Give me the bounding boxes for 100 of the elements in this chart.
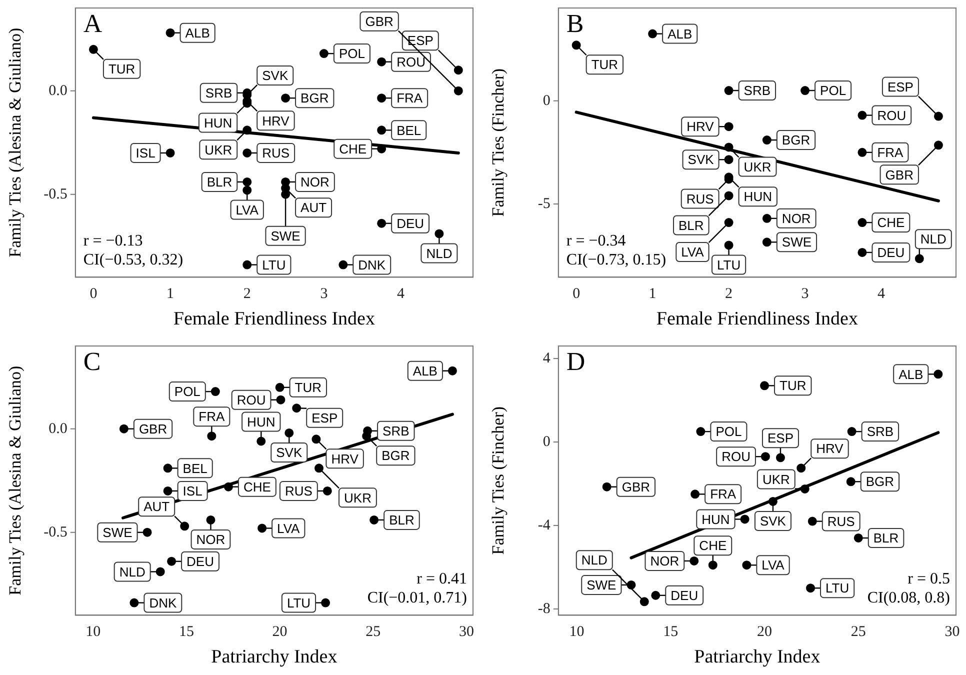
data-label: AUT [300,200,327,216]
data-label: SVK [276,445,302,460]
data-label: AUT [144,499,170,514]
data-label: BLR [206,174,232,190]
x-tick-label: 20 [272,624,288,640]
data-label: FRA [198,409,225,424]
data-label: SVK [688,152,714,168]
data-label: UKR [204,142,232,158]
data-label: ROU [396,54,426,70]
annotation: r = −0.34 [566,232,626,250]
data-label: LTU [826,580,850,596]
data-label: BGR [300,90,329,106]
data-label: BGR [382,448,410,464]
data-label: FRA [710,486,736,502]
x-tick-label: 4 [397,286,406,302]
data-label: BGR [782,132,810,148]
data-label: SWE [586,578,617,593]
data-label: NLD [581,552,608,568]
data-label: UKR [344,490,372,506]
y-tick-label: 0 [542,92,550,109]
data-label: SRB [382,423,410,438]
data-label: POL [716,424,742,440]
annotation: D [566,346,586,376]
data-label: ALB [668,26,692,42]
data-label: LVA [762,558,785,573]
data-label: ESP [767,430,794,446]
data-label: TUR [294,380,322,395]
data-label: ROU [236,392,266,408]
data-label: DEU [670,588,698,603]
x-tick-label: 2 [243,286,251,302]
annotation: A [83,8,102,38]
x-tick-label: 10 [86,624,101,640]
annotation: B [566,8,584,38]
data-label: CHE [243,479,272,494]
data-label: ALB [898,366,924,382]
x-tick-label: 1 [166,286,174,302]
x-tick-label: 15 [663,624,678,640]
y-tick-label: -8 [538,600,550,617]
data-label: RUS [827,514,856,529]
data-label: BLR [389,512,414,528]
y-tick-label: -4 [538,517,551,534]
data-label: LVA [236,202,259,218]
y-tick-label: 0.0 [48,82,68,99]
data-label: CHE [699,538,727,554]
y-tick-label: -0.5 [44,524,68,540]
x-axis-title: Patriarchy Index [694,646,821,668]
data-label: POL [338,46,365,62]
x-axis-title: Female Friendliness Index [173,308,376,330]
data-label: HRV [686,119,714,134]
x-axis-title: Female Friendliness Index [656,308,858,330]
data-label: BLR [873,530,899,546]
data-label: ALB [185,25,210,40]
data-label: SRB [866,424,894,440]
data-label: DNK [149,595,177,610]
data-label: BEL [396,122,422,138]
data-label: UKR [744,159,772,174]
x-tick-label: 3 [801,286,809,302]
data-label: POL [820,83,846,98]
data-label: GBR [138,421,168,436]
data-label: SWE [782,234,812,250]
y-axis-title: Family Ties (Alesina & Giuliano) [6,28,25,258]
annotation: CI(0.08, 0.8) [867,589,950,606]
y-tick-label: 0.0 [48,420,68,437]
x-tick-label: 25 [366,624,381,640]
data-label: NOR [196,532,226,548]
data-label: ALB [412,363,438,378]
data-label: ROU [877,108,906,123]
data-label: NOR [300,174,330,190]
data-label: TUR [591,57,618,72]
data-label: BLR [678,218,704,233]
x-axis-title: Patriarchy Index [211,646,338,668]
data-label: SWE [270,228,301,244]
data-label: SRB [205,85,232,100]
x-tick-label: 15 [178,624,194,640]
data-label: UKR [762,472,790,487]
annotation: r = 0.41 [416,570,468,588]
data-label: NOR [782,210,811,226]
x-tick-label: 4 [878,286,886,302]
data-label: DEU [877,245,905,260]
x-tick-label: 30 [458,624,474,640]
data-label: DNK [358,257,386,272]
data-label: NLD [920,232,946,247]
annotation: r = 0.5 [908,570,950,588]
data-label: RUS [284,484,313,499]
data-label: NLD [119,564,146,580]
data-label: LTU [262,257,286,272]
x-tick-label: 3 [320,286,328,302]
data-label: ESP [407,33,434,48]
annotation: C [83,346,101,376]
data-label: LTU [286,595,311,610]
data-label: HRV [262,113,290,128]
x-tick-label: 25 [850,624,866,640]
y-tick-label: -5 [538,196,550,212]
data-label: ESP [887,79,914,94]
data-label: TUR [780,378,806,394]
data-label: FRA [396,90,423,106]
data-label: NOR [650,554,680,569]
data-label: LVA [681,244,704,260]
y-tick-label: 4 [542,350,551,366]
data-label: BEL [182,460,208,476]
